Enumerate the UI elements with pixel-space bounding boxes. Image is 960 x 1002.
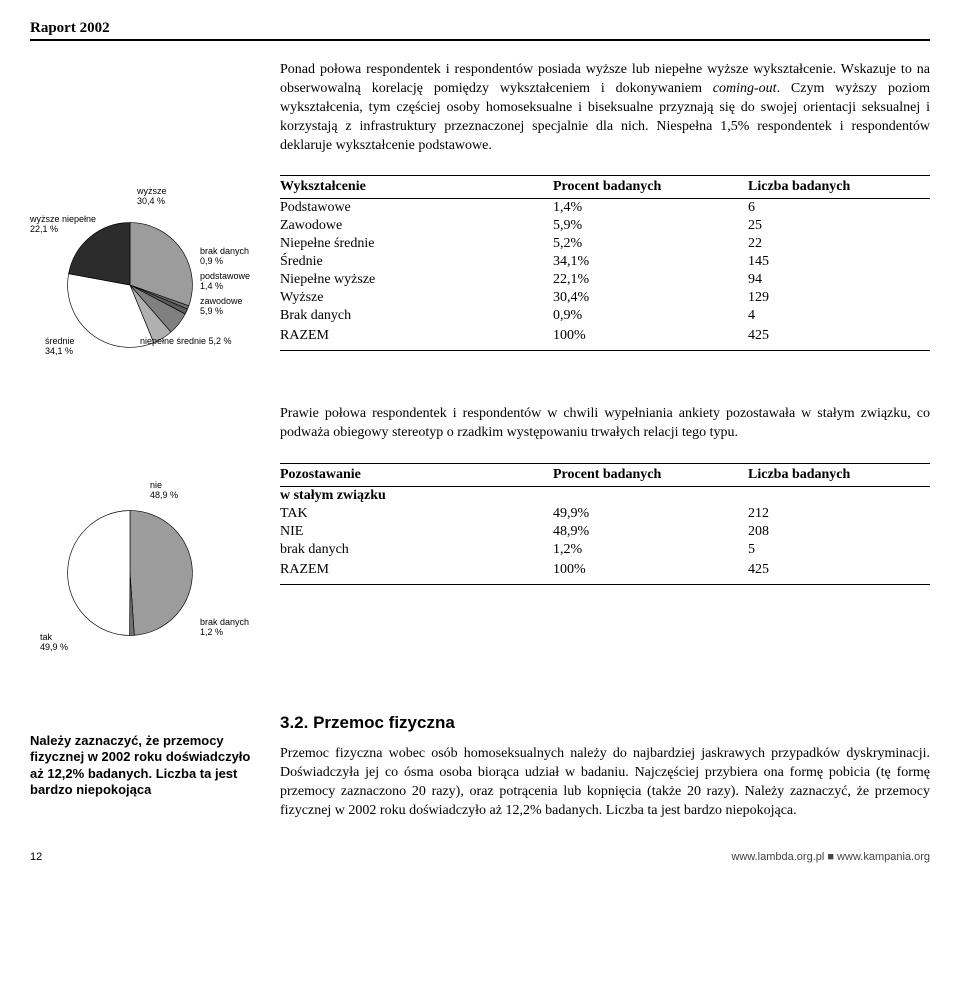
th-col3: Liczba badanych bbox=[748, 176, 930, 199]
table-row: Średnie34,1%145 bbox=[280, 253, 930, 271]
report-title: Raport 2002 bbox=[30, 20, 930, 41]
table2-header-row: Pozostawanie Procent badanych Liczba bad… bbox=[280, 464, 930, 487]
pie1-label-wnp: wyższe niepełne22,1 % bbox=[30, 215, 96, 235]
pie1-label-brak: brak danych0,9 % bbox=[200, 247, 249, 267]
pie2-label-brak: brak danych1,2 % bbox=[200, 618, 249, 638]
education-block: wyższe30,4 % brak danych0,9 % podstawowe… bbox=[30, 175, 930, 375]
table-cell: 48,9% bbox=[553, 523, 748, 541]
table-row: Zawodowe5,9%25 bbox=[280, 217, 930, 235]
page-number: 12 bbox=[30, 851, 42, 863]
pie2-label-tak: tak49,9 % bbox=[40, 633, 68, 653]
table-cell: 5 bbox=[748, 541, 930, 559]
violence-paragraph: Przemoc fizyczna wobec osób homoseksualn… bbox=[280, 745, 930, 821]
pie1-svg bbox=[65, 220, 195, 350]
pie-slice bbox=[68, 511, 130, 636]
table-row: TAK49,9%212 bbox=[280, 505, 930, 523]
table-row: Wyższe30,4%129 bbox=[280, 289, 930, 307]
table-cell: Niepełne wyższe bbox=[280, 271, 553, 289]
violence-block: Należy zaznaczyć, że przemocy fizycznej … bbox=[30, 693, 930, 821]
table-cell: 4 bbox=[748, 307, 930, 325]
th-col1: Wykształcenie bbox=[280, 176, 553, 199]
table-cell: 145 bbox=[748, 253, 930, 271]
table-cell: 5,9% bbox=[553, 217, 748, 235]
pie-slice bbox=[130, 511, 192, 636]
pie-chart-relationship: nie48,9 % brak danych1,2 % tak49,9 % bbox=[30, 463, 260, 663]
table-cell: 94 bbox=[748, 271, 930, 289]
table-cell: 25 bbox=[748, 217, 930, 235]
total-label: RAZEM bbox=[280, 325, 553, 347]
relationship-block: nie48,9 % brak danych1,2 % tak49,9 % Poz… bbox=[30, 463, 930, 663]
pie1-label-podst: podstawowe1,4 % bbox=[200, 272, 250, 292]
table-cell: TAK bbox=[280, 505, 553, 523]
pie1-label-sred: średnie34,1 % bbox=[45, 337, 75, 357]
total2-pct: 100% bbox=[553, 559, 748, 581]
table-cell: Niepełne średnie bbox=[280, 235, 553, 253]
table-cell: 1,2% bbox=[553, 541, 748, 559]
table-row: Niepełne wyższe22,1%94 bbox=[280, 271, 930, 289]
table-row: Niepełne średnie5,2%22 bbox=[280, 235, 930, 253]
th2-col2: Procent badanych bbox=[553, 464, 748, 487]
table-cell: 212 bbox=[748, 505, 930, 523]
th-col2: Procent badanych bbox=[553, 176, 748, 199]
table-cell: Brak danych bbox=[280, 307, 553, 325]
table-header-row: Wykształcenie Procent badanych Liczba ba… bbox=[280, 176, 930, 199]
pie1-label-nsred: niepełne średnie 5,2 % bbox=[140, 337, 232, 347]
pie1-label-zawod: zawodowe5,9 % bbox=[200, 297, 243, 317]
table-cell: 1,4% bbox=[553, 199, 748, 218]
table-total-row: RAZEM 100% 425 bbox=[280, 325, 930, 347]
table-cell: 22 bbox=[748, 235, 930, 253]
pie2-label-nie: nie48,9 % bbox=[150, 481, 178, 501]
table-cell: 22,1% bbox=[553, 271, 748, 289]
table-row: NIE48,9%208 bbox=[280, 523, 930, 541]
pie1-label-wyzsze: wyższe30,4 % bbox=[137, 187, 167, 207]
education-table: Wykształcenie Procent badanych Liczba ba… bbox=[280, 175, 930, 347]
total-pct: 100% bbox=[553, 325, 748, 347]
para1-b: coming-out bbox=[713, 81, 777, 96]
th2-col1: Pozostawanie bbox=[280, 464, 553, 487]
page-footer: 12 www.lambda.org.pl ■ www.kampania.org bbox=[30, 851, 930, 863]
table-cell: 30,4% bbox=[553, 289, 748, 307]
table2-total-row: RAZEM 100% 425 bbox=[280, 559, 930, 581]
relationship-table: Pozostawanie Procent badanych Liczba bad… bbox=[280, 463, 930, 581]
total2-label: RAZEM bbox=[280, 559, 553, 581]
total2-n: 425 bbox=[748, 559, 930, 581]
pie2-svg bbox=[65, 508, 195, 638]
relationship-paragraph: Prawie połowa respondentek i respondentó… bbox=[280, 405, 930, 443]
table2-header-cont: w stałym związku bbox=[280, 487, 930, 506]
table-row: brak danych1,2%5 bbox=[280, 541, 930, 559]
table-cell: NIE bbox=[280, 523, 553, 541]
pie-chart-education: wyższe30,4 % brak danych0,9 % podstawowe… bbox=[30, 175, 260, 375]
th2-col1-line2: w stałym związku bbox=[280, 487, 553, 506]
table-row: Brak danych0,9%4 bbox=[280, 307, 930, 325]
table-cell: 5,2% bbox=[553, 235, 748, 253]
table-cell: 129 bbox=[748, 289, 930, 307]
table-cell: Zawodowe bbox=[280, 217, 553, 235]
table-cell: 6 bbox=[748, 199, 930, 218]
table-cell: brak danych bbox=[280, 541, 553, 559]
table-cell: 34,1% bbox=[553, 253, 748, 271]
table-cell: 0,9% bbox=[553, 307, 748, 325]
total-n: 425 bbox=[748, 325, 930, 347]
intro-paragraph: Ponad połowa respondentek i respondentów… bbox=[280, 61, 930, 155]
table-cell: 49,9% bbox=[553, 505, 748, 523]
table-cell: Wyższe bbox=[280, 289, 553, 307]
table-cell: 208 bbox=[748, 523, 930, 541]
table-row: Podstawowe1,4%6 bbox=[280, 199, 930, 218]
table-cell: Podstawowe bbox=[280, 199, 553, 218]
section-heading: 3.2. Przemoc fizyczna bbox=[280, 713, 930, 733]
th2-col3: Liczba badanych bbox=[748, 464, 930, 487]
violence-callout: Należy zaznaczyć, że przemocy fizycznej … bbox=[30, 733, 260, 798]
table-cell: Średnie bbox=[280, 253, 553, 271]
footer-urls: www.lambda.org.pl ■ www.kampania.org bbox=[731, 851, 930, 863]
